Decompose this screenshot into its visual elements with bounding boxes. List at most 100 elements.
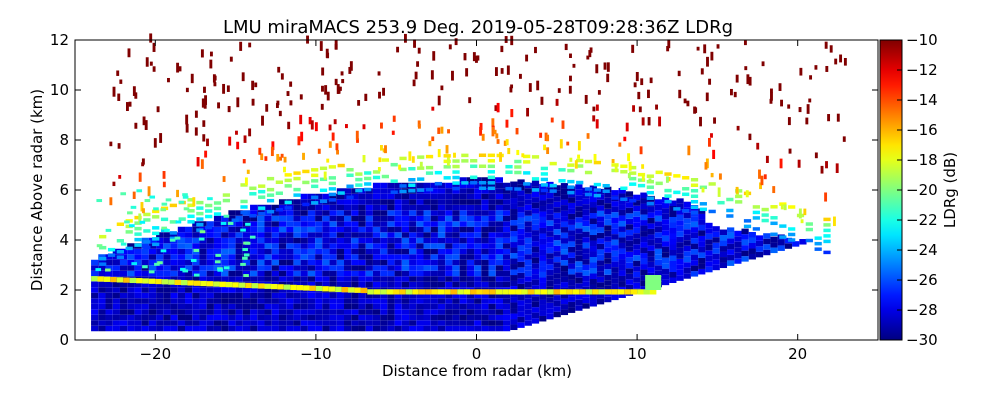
- ldr-cell: [596, 260, 605, 266]
- ldr-cell: [221, 243, 229, 249]
- ldr-cell: [451, 70, 454, 81]
- ldr-cell: [163, 243, 171, 249]
- ldr-cell: [502, 314, 511, 321]
- ldr-cell: [524, 276, 532, 282]
- ldr-cell: [196, 222, 204, 227]
- ldr-cell: [293, 259, 301, 266]
- ldr-cell: [372, 237, 381, 244]
- ldr-cell: [763, 174, 767, 180]
- ldr-cell: [788, 232, 796, 237]
- ldr-cell: [358, 221, 366, 227]
- ldr-cell: [553, 212, 561, 219]
- ldr-cell: [322, 303, 330, 310]
- colorbar-tick-label: −24: [906, 241, 938, 259]
- ldr-cell: [116, 238, 124, 243]
- ldr-cell: [430, 182, 438, 189]
- ldr-cell: [528, 83, 532, 92]
- ldr-cell: [606, 73, 610, 83]
- ldr-cell: [206, 226, 214, 233]
- ldr-cell: [788, 205, 796, 209]
- ldr-cell: [91, 287, 99, 293]
- ldr-cell: [654, 221, 662, 227]
- ldr-cell: [560, 304, 569, 310]
- ldr-cell: [235, 248, 243, 255]
- ldr-cell: [394, 199, 402, 205]
- ldr-cell: [539, 194, 547, 201]
- ldr-cell: [235, 215, 243, 222]
- ldr-cell: [443, 165, 451, 169]
- ldr-cell: [430, 188, 438, 194]
- ldr-cell: [417, 120, 421, 127]
- ldr-cell: [235, 270, 243, 277]
- ldr-cell: [510, 286, 518, 292]
- ldr-cell: [510, 258, 518, 265]
- ldr-cell: [743, 40, 747, 46]
- ldr-cell: [546, 236, 554, 243]
- ldr-cell: [358, 281, 366, 288]
- ldr-cell: [245, 222, 251, 226]
- ldr-cell: [726, 197, 734, 202]
- ldr-cell: [488, 259, 496, 266]
- ldr-cell: [99, 245, 107, 250]
- ldr-cell: [683, 229, 691, 235]
- ldr-cell: [683, 212, 691, 219]
- ldr-cell: [510, 231, 518, 237]
- ldr-cell: [358, 193, 366, 200]
- ldr-cell: [463, 289, 471, 295]
- ldr-cell: [510, 220, 518, 226]
- ldr-cell: [315, 254, 323, 260]
- ldr-cell: [185, 265, 193, 271]
- ldr-cell: [423, 276, 431, 282]
- ldr-cell: [808, 98, 812, 103]
- ldr-cell: [589, 207, 597, 214]
- ldr-cell: [693, 106, 697, 114]
- ldr-cell: [307, 204, 316, 211]
- ldr-cell: [242, 270, 251, 277]
- ldr-cell: [307, 226, 316, 233]
- ldr-cell: [667, 39, 671, 49]
- ldr-cell: [430, 281, 438, 288]
- ldr-cell: [635, 71, 639, 82]
- ldr-cell: [240, 205, 248, 209]
- ldr-cell: [531, 263, 540, 269]
- ldr-cell: [394, 243, 402, 249]
- ldr-cell: [474, 226, 482, 233]
- ldr-cell: [647, 267, 655, 273]
- ldr-cell: [466, 199, 475, 205]
- ldr-cell: [127, 248, 135, 255]
- ldr-cell: [472, 52, 476, 62]
- ldr-cell: [510, 313, 518, 320]
- ldr-cell: [404, 33, 407, 43]
- ldr-cell: [161, 226, 167, 230]
- ldr-cell: [220, 221, 227, 225]
- ldr-cell: [631, 44, 635, 53]
- ldr-cell: [546, 291, 554, 298]
- ldr-cell: [474, 259, 482, 266]
- ldr-cell: [264, 232, 272, 238]
- ldr-cell: [336, 232, 345, 238]
- ldr-cell: [735, 186, 739, 194]
- ldr-cell: [416, 314, 424, 321]
- ldr-cell: [459, 259, 467, 266]
- ldr-cell: [748, 237, 756, 243]
- ldr-cell: [344, 270, 352, 277]
- ldr-cell: [240, 262, 246, 266]
- ldr-cell: [380, 298, 388, 304]
- ldr-cell: [148, 325, 157, 332]
- ldr-cell: [576, 180, 584, 185]
- ldr-cell: [575, 299, 583, 306]
- ldr-cell: [698, 241, 706, 247]
- ldr-cell: [416, 298, 424, 304]
- ldr-cell: [170, 254, 178, 260]
- ldr-cell: [235, 265, 243, 271]
- ldr-cell: [387, 259, 395, 266]
- ldr-cell: [250, 232, 258, 238]
- ldr-cell: [586, 133, 590, 139]
- ldr-cell: [827, 114, 831, 122]
- ldr-cell: [568, 274, 576, 280]
- ldr-cell: [625, 224, 634, 230]
- ldr-cell: [517, 239, 525, 246]
- ldr-cell: [683, 273, 691, 279]
- ldr-cell: [481, 177, 489, 183]
- ldr-cell: [431, 136, 435, 142]
